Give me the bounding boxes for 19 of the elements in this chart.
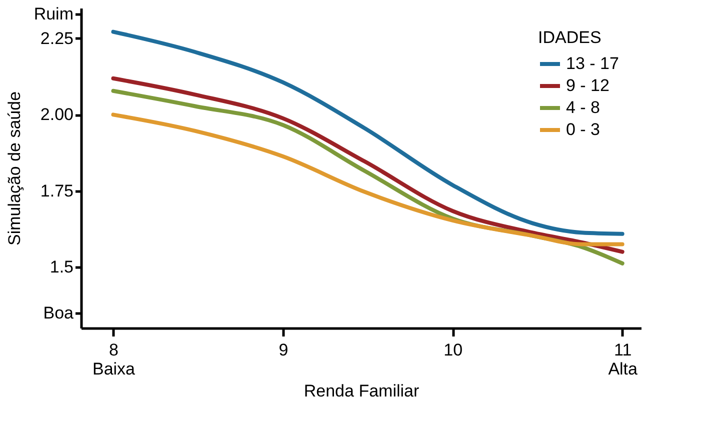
y-tick-label: Ruim [34,4,74,24]
x-tick-label: 10 [444,340,463,360]
legend-label: 9 - 12 [566,76,610,95]
x-tick-label: 8 Baixa [92,340,136,378]
line-series [111,30,624,236]
legend-label: 0 - 3 [566,120,600,139]
y-tick-label: 1.75 [40,181,74,200]
x-axis-title: Renda Familiar [304,382,420,400]
y-tick-label: 2.00 [40,105,74,124]
legend-label: 4 - 8 [566,98,600,117]
y-tick-label: Boa [43,303,74,322]
y-axis-title: Simulação de saúde [4,91,24,246]
x-tick-label: 11 Alta [608,340,638,378]
y-tick-label: 1.5 [50,258,74,277]
legend-label: 13 - 17 [566,54,619,73]
y-tick-label: 2.25 [40,28,74,48]
line-series [111,112,624,246]
x-tick-label: 9 [278,340,288,360]
legend-title: IDADES [538,28,602,47]
